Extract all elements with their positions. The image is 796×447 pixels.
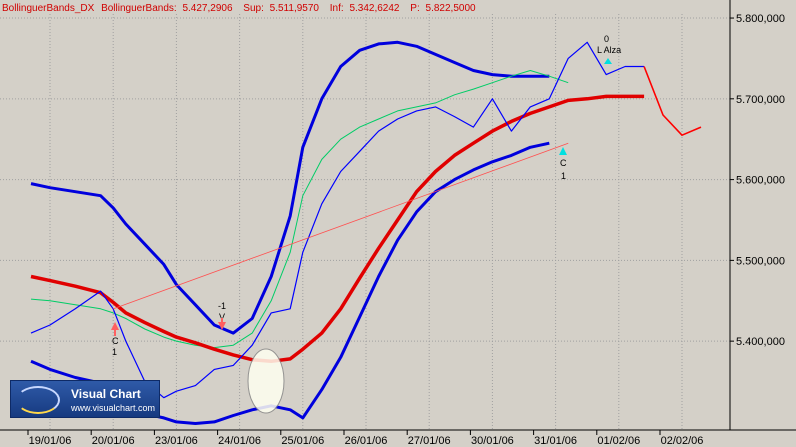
annotation-layer: C 1 -1 V C 1 0 L Alza bbox=[111, 34, 621, 414]
y-tick-label: 5.400,000 bbox=[736, 336, 785, 348]
x-tick-label: 31/01/06 bbox=[534, 435, 577, 447]
buy-arrow-right-icon bbox=[559, 147, 567, 155]
trend-line bbox=[113, 142, 569, 310]
annotation-right-num: 1 bbox=[561, 171, 566, 181]
series-layer bbox=[30, 40, 702, 425]
logo-title: Visual Chart bbox=[71, 387, 141, 401]
price-recent-line bbox=[643, 66, 702, 136]
y-tick-label: 5.800,000 bbox=[736, 13, 785, 25]
x-tick-label: 02/02/06 bbox=[661, 435, 704, 447]
y-tick-label: 5.600,000 bbox=[736, 175, 785, 187]
annotation-top-alza: L Alza bbox=[597, 45, 621, 55]
moving-average-line bbox=[30, 94, 645, 364]
x-tick-label: 19/01/06 bbox=[29, 435, 72, 447]
header-name: BollinguerBands: bbox=[101, 3, 177, 14]
header-inf-label: Inf: bbox=[330, 3, 344, 14]
x-tick-label: 23/01/06 bbox=[155, 435, 198, 447]
annotation-left-num: 1 bbox=[112, 347, 117, 357]
x-tick-label: 24/01/06 bbox=[218, 435, 261, 447]
y-tick-label: 5.500,000 bbox=[736, 255, 785, 267]
header-sup-label: Sup: bbox=[243, 3, 264, 14]
logo-swoosh-icon bbox=[16, 386, 60, 414]
header-p-value: 5.822,5000 bbox=[426, 3, 476, 14]
upper-outer-band bbox=[30, 40, 550, 335]
grid-lines bbox=[0, 14, 730, 430]
buy-arrow-left-icon bbox=[111, 322, 119, 336]
visual-chart-logo: Visual Chart www.visualchart.com bbox=[10, 380, 160, 418]
x-tick-label: 01/02/06 bbox=[597, 435, 640, 447]
svg-text:BollinguerBands_DX Bol: BollinguerBands_DX BollinguerBands: 5.42… bbox=[2, 3, 476, 14]
annotation-left-c: C bbox=[112, 336, 119, 346]
header-value: 5.427,2906 bbox=[182, 3, 232, 14]
header-bar: BollinguerBands_DX BollinguerBands: 5.42… bbox=[2, 3, 476, 14]
x-tick-label: 25/01/06 bbox=[281, 435, 324, 447]
x-tick-label: 30/01/06 bbox=[471, 435, 514, 447]
logo-url: www.visualchart.com bbox=[71, 403, 156, 413]
alza-marker-icon bbox=[604, 58, 612, 64]
header-inf-value: 5.342,6242 bbox=[349, 3, 399, 14]
x-tick-label: 26/01/06 bbox=[345, 435, 388, 447]
annotation-mid-v: V bbox=[219, 312, 225, 322]
x-tick-label: 20/01/06 bbox=[92, 435, 135, 447]
highlight-ellipse bbox=[247, 348, 285, 414]
mid-band-line bbox=[30, 70, 569, 349]
y-tick-label: 5.700,000 bbox=[736, 94, 785, 106]
header-indicator: BollinguerBands_DX bbox=[2, 3, 95, 14]
annotation-top-num: 0 bbox=[604, 34, 609, 44]
sell-arrow-mid-icon bbox=[218, 318, 226, 330]
header-sup-value: 5.511,9570 bbox=[270, 3, 320, 14]
annotation-mid-num: -1 bbox=[218, 301, 226, 311]
x-tick-label: 27/01/06 bbox=[408, 435, 451, 447]
annotation-right-c: C bbox=[560, 158, 567, 168]
price-line bbox=[30, 41, 645, 399]
header-p-label: P: bbox=[410, 3, 419, 14]
